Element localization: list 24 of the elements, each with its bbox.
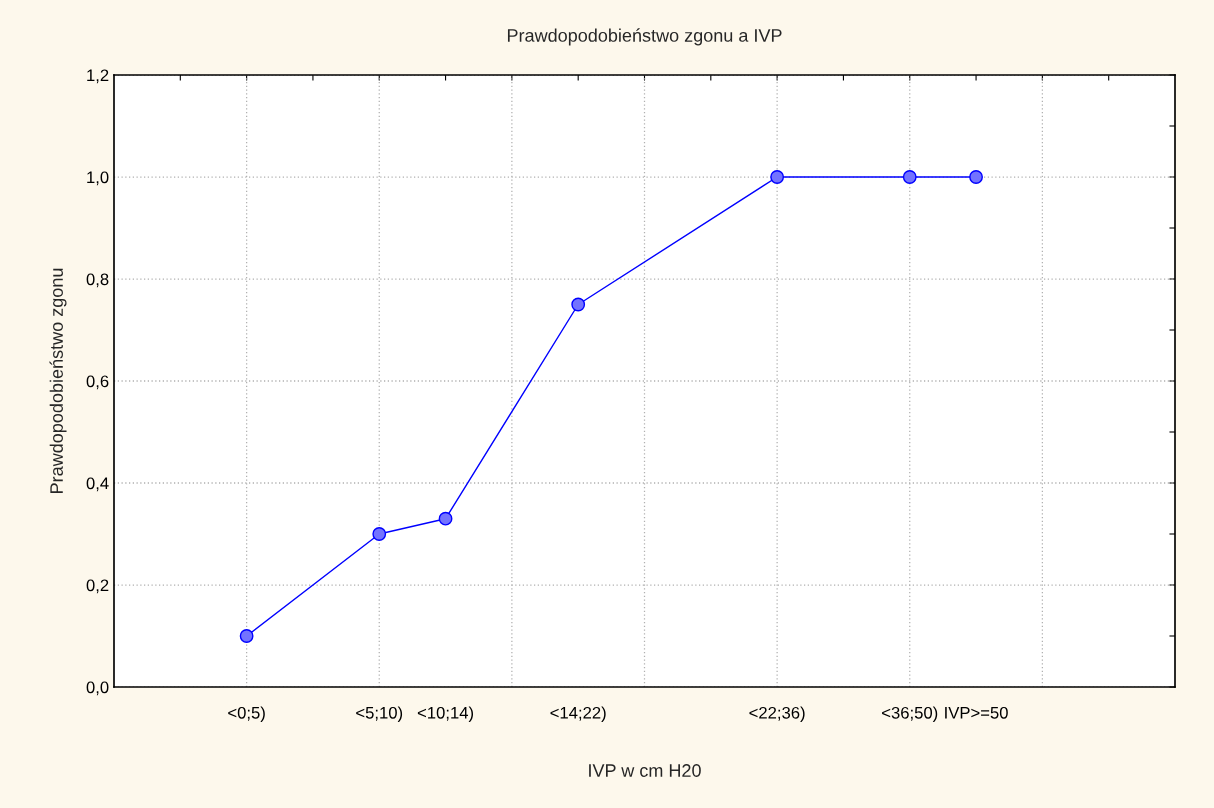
x-tick-label: <14;22) [550,706,606,722]
y-tick-label: 1,2 [87,69,109,84]
y-tick-label: 0,4 [86,477,109,492]
y-tick-label: 0,6 [86,375,109,390]
y-tick-label: 0,8 [86,273,109,288]
x-tick-label: <36;50) [882,706,938,722]
y-tick-label: 0,0 [86,681,109,696]
x-tick-label: <0;5) [228,706,265,722]
point [770,170,785,184]
y-axis-title: Prawdopodobieństwo zgonu [49,268,67,493]
x-tick-label: IVP>=50 [945,706,1008,719]
x-tick-label: <5;10) [356,706,403,722]
chart-title: Prawdopodobieństwo zgonu a IVP [507,28,782,46]
point [372,527,387,541]
y-tick-label: 1,0 [87,171,109,186]
y-tick-label: 0,2 [86,579,109,594]
point [438,511,453,526]
point [571,297,586,312]
point [902,170,917,184]
x-axis-title: IVP w cm H20 [589,764,701,777]
x-tick-label: <22;36) [749,706,805,722]
x-tick-label: <10;14) [417,706,474,722]
point [239,629,254,643]
point [969,170,983,184]
